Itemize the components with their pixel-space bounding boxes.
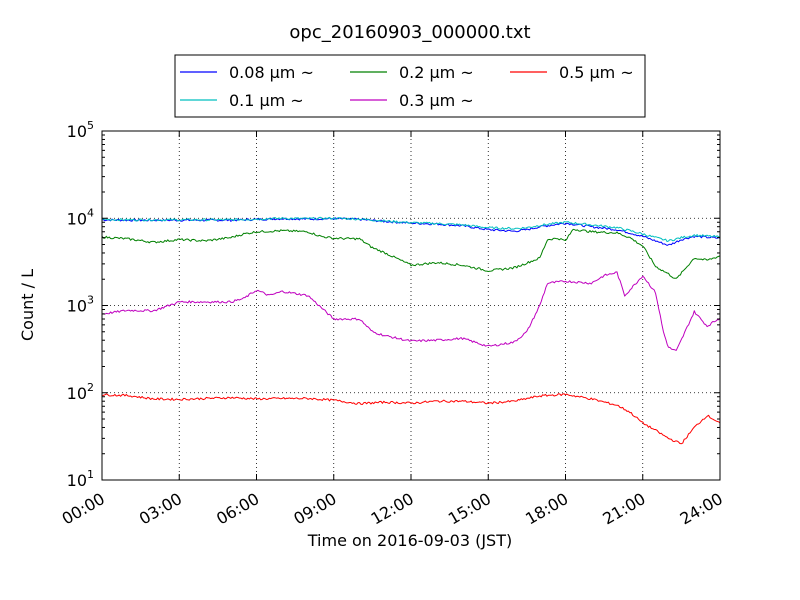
legend-unit: μm ~	[259, 91, 303, 110]
series-line-0.3	[101, 271, 721, 351]
legend-series-name: 0.5	[559, 63, 584, 82]
x-tick-label: 12:00	[368, 489, 417, 529]
legend-series-name: 0.08	[229, 63, 265, 82]
legend-label: 0.3 μm ~	[399, 91, 474, 110]
axis-ticks	[101, 130, 721, 481]
y-tick-label: 103	[67, 294, 94, 316]
y-tick-label: 104	[67, 206, 94, 228]
x-tick-labels: 00:00 03:00 06:00 09:00 12:00 15:00 18:00 21:00…	[59, 489, 726, 529]
series-line-0.5	[102, 393, 721, 445]
y-tick-label: 102	[67, 381, 94, 403]
legend-box	[174, 54, 646, 118]
legend-series-name: 0.3	[399, 91, 424, 110]
legend-label: 0.08 μm ~	[229, 63, 314, 82]
series-layer	[101, 216, 721, 445]
legend-unit: μm ~	[429, 91, 473, 110]
y-tick-exponent: 5	[87, 119, 94, 132]
legend-label: 0.5 μm ~	[559, 63, 634, 82]
legend-unit: μm ~	[270, 63, 314, 82]
y-tick-base: 10	[67, 209, 87, 228]
legend-series-name: 0.2	[399, 63, 424, 82]
x-tick-label: 21:00	[599, 489, 648, 529]
series-line-0.1	[101, 216, 721, 243]
x-tick-label: 15:00	[445, 489, 494, 529]
chart-title: opc_20160903_000000.txt	[289, 22, 530, 43]
x-tick-label: 18:00	[522, 489, 571, 529]
legend-label: 0.2 μm ~	[399, 63, 474, 82]
y-tick-base: 10	[67, 297, 87, 316]
x-tick-label: 24:00	[677, 489, 726, 529]
y-tick-base: 10	[67, 122, 87, 141]
legend-unit: μm ~	[429, 63, 473, 82]
y-tick-label: 101	[67, 468, 94, 490]
legend: 0.08 μm ~ 0.1 μm ~ 0.2 μm ~ 0.3 μm ~ 0.5 μm ~	[174, 54, 646, 118]
y-axis-label: Count / L	[18, 269, 37, 341]
legend-unit: μm ~	[589, 63, 633, 82]
legend-label: 0.1 μm ~	[229, 91, 304, 110]
x-tick-label: 09:00	[290, 489, 339, 529]
x-tick-label: 06:00	[213, 489, 262, 529]
y-tick-label: 105	[67, 119, 94, 141]
y-tick-exponent: 1	[87, 468, 94, 481]
y-tick-base: 10	[67, 471, 87, 490]
x-tick-label: 00:00	[59, 489, 108, 529]
grid-lines	[102, 131, 720, 480]
x-axis-label: Time on 2016-09-03 (JST)	[307, 531, 512, 550]
y-tick-base: 10	[67, 384, 87, 403]
y-tick-exponent: 3	[87, 294, 94, 307]
legend-series-name: 0.1	[229, 91, 254, 110]
y-tick-exponent: 4	[87, 206, 94, 219]
series-line-0.2	[101, 228, 721, 279]
y-tick-exponent: 2	[87, 381, 94, 394]
x-tick-label: 03:00	[136, 489, 185, 529]
